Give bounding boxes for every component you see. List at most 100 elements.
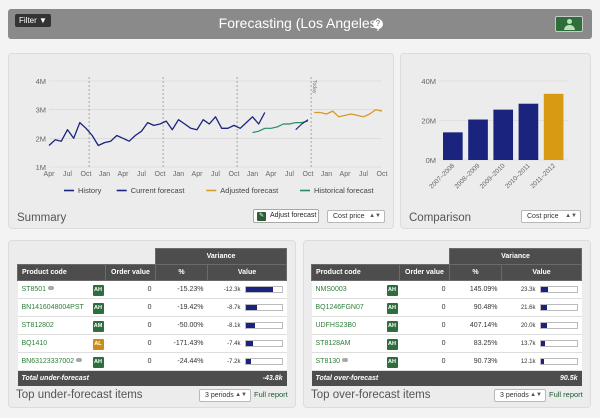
abc-class-badge: AH xyxy=(92,285,104,296)
over-periods-select[interactable]: 3 periods ▲▼ xyxy=(494,389,546,402)
product-code[interactable]: ST8501 xyxy=(21,286,47,293)
category-label: 2009–2010 xyxy=(479,162,507,190)
table-row[interactable]: ST8128AM AH 0 83.25% 13.7k xyxy=(311,334,582,353)
y-tick-label: 2M xyxy=(36,134,46,143)
total-value: 90.5k xyxy=(501,370,582,386)
pencil-icon: ✎ xyxy=(257,212,266,221)
product-code[interactable]: NMS0003 xyxy=(315,286,347,293)
order-value: 0 xyxy=(105,334,156,353)
variance-bar xyxy=(539,321,578,329)
order-value: 0 xyxy=(399,298,450,317)
total-value: -43.8k xyxy=(207,370,287,386)
today-label: Today xyxy=(311,80,317,94)
variance-bar xyxy=(244,303,283,311)
abc-class-badge: AM xyxy=(92,321,104,332)
table-row[interactable]: BQ1410 AL 0 -171.43% -7.4k xyxy=(17,334,287,353)
table-row[interactable]: ST8130 AH 0 90.73% 12.1k xyxy=(311,352,582,371)
x-tick-label: Apr xyxy=(192,171,204,178)
variance-percent: -15.23% xyxy=(155,280,208,299)
comparison-cost-select[interactable]: Cost price ▲▼ xyxy=(521,210,581,223)
abc-class-badge: AH xyxy=(386,321,398,332)
abc-class-badge: AH xyxy=(92,357,104,368)
variance-percent: -50.00% xyxy=(155,316,208,335)
series-line-historical-forecast xyxy=(252,120,309,134)
category-label: 2008–2009 xyxy=(453,162,481,190)
product-code[interactable]: ST8130 xyxy=(315,358,341,365)
table-row[interactable]: BQ1246FGN07 AH 0 90.48% 21.6k xyxy=(311,298,582,317)
total-row: Total over-forecast 90.5k xyxy=(311,370,582,386)
adjust-forecast-button[interactable]: ✎ Adjust forecast xyxy=(253,209,319,223)
variance-bar xyxy=(244,357,283,365)
comment-icon[interactable] xyxy=(76,358,83,362)
variance-value: 23.3k xyxy=(520,287,536,294)
table-row[interactable]: ST812802 AM 0 -50.00% -8.1k xyxy=(17,316,287,335)
product-code[interactable]: BQ1410 xyxy=(21,340,48,347)
abc-class-badge: AH xyxy=(386,357,398,368)
variance-percent: -19.42% xyxy=(155,298,208,317)
product-code[interactable]: BQ1246FGN07 xyxy=(315,304,364,311)
variance-value: 20.0k xyxy=(520,323,536,330)
user-icon xyxy=(567,19,572,24)
x-tick-label: Oct xyxy=(303,171,314,178)
table-row[interactable]: ST8501 AH 0 -15.23% -12.3k xyxy=(17,280,287,299)
product-code-header: Product code xyxy=(17,264,106,281)
summary-panel: 4M 3M 2M 1M Apr Jul Oct Jan Apr Jul Oct Jan Apr Jul Oc… xyxy=(8,53,394,229)
user-button[interactable] xyxy=(555,16,583,32)
variance-percent: 90.48% xyxy=(449,298,502,317)
category-label: 2007–2008 xyxy=(428,162,456,190)
product-code[interactable]: BN1416048004PST xyxy=(21,304,84,311)
variance-bar xyxy=(539,339,578,347)
x-tick-label: Apr xyxy=(44,171,56,178)
bar-2008–2009 xyxy=(468,119,488,160)
order-value: 0 xyxy=(399,352,450,371)
variance-bar xyxy=(244,339,283,347)
under-full-report-link[interactable]: Full report xyxy=(254,390,288,399)
variance-value: -8.7k xyxy=(227,305,241,312)
product-code[interactable]: UDFHS23B0 xyxy=(315,322,356,329)
x-tick-label: Jul xyxy=(137,171,146,178)
bar-2007–2008 xyxy=(443,132,463,160)
order-value: 0 xyxy=(105,280,156,299)
x-tick-label: Oct xyxy=(155,171,166,178)
abc-class-badge: AH xyxy=(386,303,398,314)
product-code[interactable]: BN63123337002 xyxy=(21,358,75,365)
summary-cost-select[interactable]: Cost price ▲▼ xyxy=(327,210,385,223)
x-tick-label: Jul xyxy=(211,171,220,178)
chevron-down-icon: ▲▼ xyxy=(530,392,542,398)
variance-value: 12.1k xyxy=(520,359,536,366)
product-code[interactable]: ST8128AM xyxy=(315,340,351,347)
comment-icon[interactable] xyxy=(48,286,55,290)
table-row[interactable]: BN63123337002 AH 0 -24.44% -7.2k xyxy=(17,352,287,371)
table-row[interactable]: UDFHS23B0 AH 0 407.14% 20.0k xyxy=(311,316,582,335)
x-tick-label: Apr xyxy=(266,171,278,178)
variance-percent: 90.73% xyxy=(449,352,502,371)
over-forecast-title: Top over-forecast items xyxy=(311,389,431,401)
variance-bar xyxy=(539,357,578,365)
filter-button[interactable]: Filter ▼ xyxy=(15,14,51,27)
product-code[interactable]: ST812802 xyxy=(21,322,54,329)
comparison-panel: 40M 20M 0M 2007–2008 2008–2009 2009–2010 2010–… xyxy=(400,53,591,229)
under-periods-select[interactable]: 3 periods ▲▼ xyxy=(199,389,251,402)
abc-class-badge: AL xyxy=(92,339,104,350)
table-row[interactable]: BN1416048004PST AH 0 -19.42% -8.7k xyxy=(17,298,287,317)
x-tick-label: Jul xyxy=(63,171,72,178)
variance-bar xyxy=(539,285,578,293)
table-row[interactable]: NMS0003 AH 0 145.09% 23.3k xyxy=(311,280,582,299)
x-tick-label: Jul xyxy=(285,171,294,178)
total-label: Total under-forecast xyxy=(17,370,208,386)
question-circle-icon[interactable]: ? xyxy=(373,19,383,29)
x-tick-label: Oct xyxy=(377,171,388,178)
order-value: 0 xyxy=(105,298,156,317)
x-tick-label: Jan xyxy=(247,171,258,178)
chevron-down-icon: ▲▼ xyxy=(565,213,577,219)
over-full-report-link[interactable]: Full report xyxy=(549,390,583,399)
comment-icon[interactable] xyxy=(342,358,349,362)
product-code-header: Product code xyxy=(311,264,400,281)
bar-2009–2010 xyxy=(493,109,514,160)
variance-bar xyxy=(244,321,283,329)
total-label: Total over-forecast xyxy=(311,370,502,386)
variance-bar xyxy=(539,303,578,311)
variance-bar xyxy=(244,285,283,293)
bar-2011–2012 xyxy=(543,93,564,160)
series-line-current-forecast xyxy=(295,119,309,131)
